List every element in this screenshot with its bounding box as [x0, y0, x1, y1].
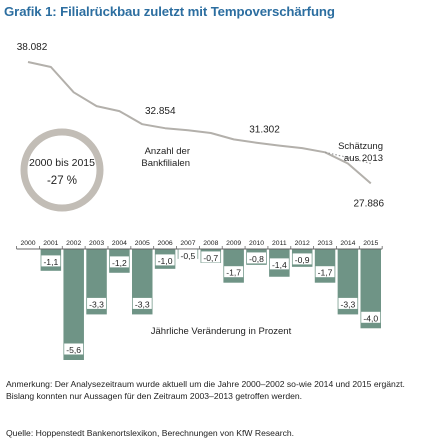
bar-label-box-2011: [269, 258, 289, 270]
x-tick-label-2014: 2014: [340, 240, 355, 247]
bar-label-box-2015: [361, 311, 381, 323]
source-note: Quelle: Hoppenstedt Bankenortslexikon, B…: [6, 428, 295, 438]
bar-value-label-2013: -1,7: [318, 268, 333, 278]
series-label-line-2: Bankfilialen: [141, 158, 190, 169]
x-tick-label-2015: 2015: [363, 240, 378, 247]
x-tick-label-2000: 2000: [20, 240, 35, 247]
bar-value-label-2011: -1,4: [272, 260, 287, 270]
bar-value-label-2003: -3,3: [89, 299, 104, 309]
point-label-2000: 38.082: [17, 42, 48, 53]
x-tick-label-2001: 2001: [43, 240, 58, 247]
bar-value-label-2007: -0,5: [181, 251, 196, 261]
bar-label-box-2014: [338, 297, 358, 309]
bar-value-label-2001: -1,1: [43, 257, 58, 267]
x-tick-label-2007: 2007: [180, 240, 195, 247]
series-label-line-1: Anzahl der: [145, 146, 190, 157]
estimate-line: [324, 151, 371, 165]
bar-annotation: Jährliche Veränderung in Prozent: [151, 326, 292, 337]
x-tick-label-2005: 2005: [135, 240, 150, 247]
summary-value: -27 %: [47, 175, 77, 187]
bar-value-label-2010: -0,8: [249, 254, 264, 264]
bar-value-label-2012: -0,9: [295, 255, 310, 265]
summary-circle: [20, 128, 104, 212]
bar-label-box-2007: [178, 249, 198, 261]
bar-label-box-2006: [155, 254, 175, 266]
bar-label-box-2001: [41, 255, 61, 267]
x-tick-label-2003: 2003: [89, 240, 104, 247]
bar-value-label-2006: -1,0: [158, 256, 173, 266]
bar-2015: [360, 249, 381, 329]
bar-value-label-2009: -1,7: [226, 268, 241, 278]
bar-label-box-2002: [64, 343, 84, 355]
summary-period: 2000 bis 2015: [29, 157, 95, 169]
bar-label-box-2003: [87, 297, 107, 309]
x-tick-label-2009: 2009: [226, 240, 241, 247]
point-label-2015: 27.886: [353, 198, 384, 209]
bar-value-label-2015: -4,0: [363, 313, 378, 323]
x-tick-label-2006: 2006: [158, 240, 173, 247]
bar-label-box-2010: [247, 252, 266, 264]
x-tick-label-2004: 2004: [112, 240, 127, 247]
bar-label-box-2005: [132, 297, 152, 309]
x-tick-label-2012: 2012: [295, 240, 310, 247]
x-tick-label-2013: 2013: [317, 240, 332, 247]
x-tick-label-2010: 2010: [249, 240, 264, 247]
bar-value-label-2005: -3,3: [135, 299, 150, 309]
x-tick-label-2002: 2002: [66, 240, 81, 247]
chart-title: Grafik 1: Filialrückbau zuletzt mit Temp…: [4, 4, 335, 19]
bar-value-label-2002: -5,6: [66, 345, 81, 355]
series-line-bankfilialen: [27, 61, 372, 185]
x-tick-label-2011: 2011: [272, 240, 287, 247]
bar-value-label-2014: -3,3: [340, 299, 355, 309]
bar-value-label-2008: -0,7: [203, 253, 218, 263]
estimate-label-line-1: Schätzung: [338, 141, 383, 152]
footnote: Anmerkung: Der Analysezeitraum wurde akt…: [6, 379, 405, 401]
bar-label-box-2013: [315, 266, 335, 278]
bar-label-box-2012: [292, 253, 312, 265]
bar-label-box-2009: [224, 266, 244, 278]
point-label-2005: 32.854: [145, 106, 176, 117]
bar-2002: [63, 249, 84, 360]
x-tick-label-2008: 2008: [203, 240, 218, 247]
bar-label-box-2008: [201, 251, 221, 263]
bar-label-box-2004: [109, 256, 129, 268]
estimate-label-line-2: aus 2013: [344, 153, 383, 164]
bar-value-label-2004: -1,2: [112, 258, 127, 268]
chart-canvas: 2000 bis 2015 -27 % 38.082 32.854 31.302 27.8…: [16, 42, 384, 360]
point-label-2010: 31.302: [249, 125, 280, 136]
